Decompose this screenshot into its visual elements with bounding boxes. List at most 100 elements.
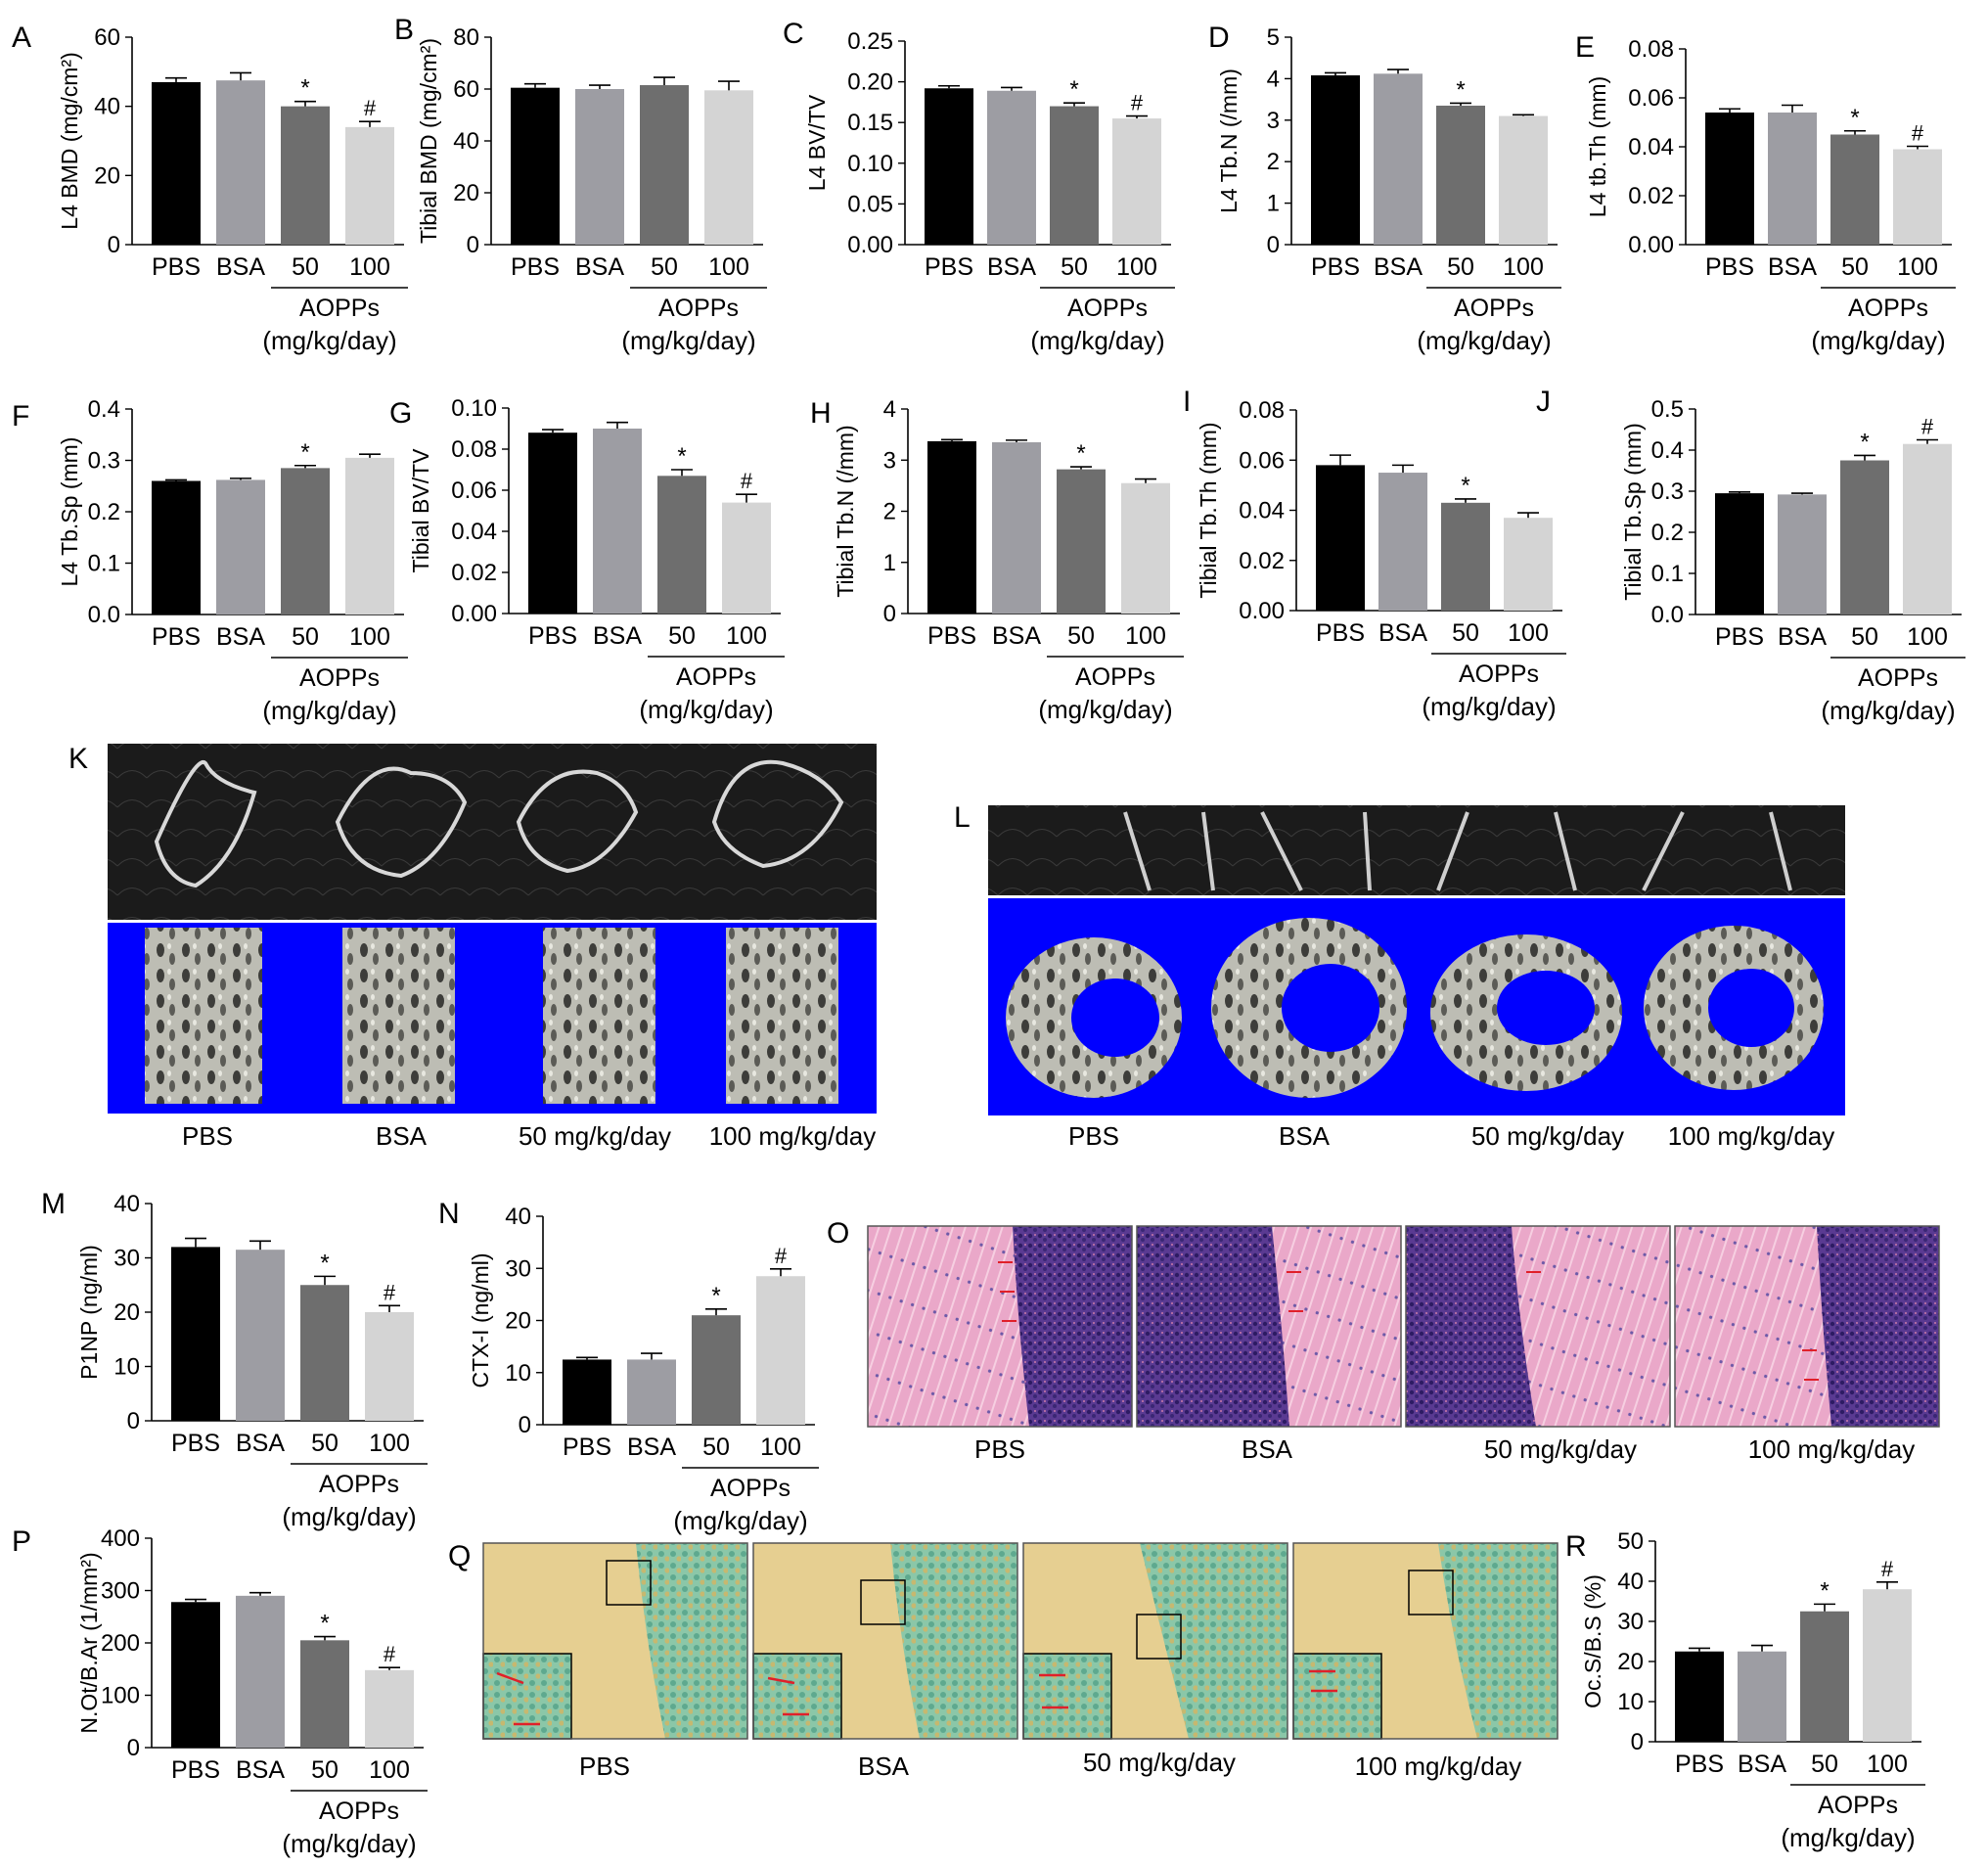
panel-L-images: L PBS BSA 50 mg/kg/day 100 mg/kg/day xyxy=(954,801,1845,1151)
x-tick-label: 100 xyxy=(760,1434,801,1461)
y-tick-label: 60 xyxy=(453,76,479,103)
aopps-label: AOPPs xyxy=(319,1798,399,1825)
y-tick-label: 80 xyxy=(453,24,479,51)
o-image-pbs xyxy=(867,1225,1133,1428)
q-label-50: 50 mg/kg/day xyxy=(1083,1748,1236,1777)
x-tick-label: BSA xyxy=(575,253,624,281)
chart-G: G 0.00 0.02 0.04 0.06 0.08 0.10 Tibial BV/TV PBS… xyxy=(389,395,785,724)
aopps-label: AOPPs xyxy=(658,295,739,322)
y-tick-label: 1 xyxy=(1267,191,1280,217)
bar-PBS xyxy=(1705,113,1754,245)
k-slice-strip xyxy=(108,744,877,920)
significance-mark: # xyxy=(1131,91,1144,115)
significance-mark: * xyxy=(1850,105,1859,131)
x-tick-label: BSA xyxy=(1738,1751,1786,1778)
panel-letter-G: G xyxy=(389,397,412,430)
x-tick-label: PBS xyxy=(171,1756,220,1784)
y-tick-label: 0 xyxy=(467,232,479,258)
significance-mark: # xyxy=(364,96,377,120)
k-slice-outlines xyxy=(154,759,844,888)
bar-BSA xyxy=(1378,473,1427,611)
panel-letter-H: H xyxy=(810,397,832,430)
x-tick-label: 50 xyxy=(292,623,319,651)
dose-unit-label: (mg/kg/day) xyxy=(1030,326,1164,355)
y-tick-label: 20 xyxy=(453,180,479,206)
aopps-label: AOPPs xyxy=(1848,295,1928,322)
l-label-50: 50 mg/kg/day xyxy=(1471,1121,1624,1151)
significance-mark: * xyxy=(320,1611,329,1637)
y-tick-label: 200 xyxy=(101,1630,140,1657)
panel-letter-P: P xyxy=(12,1525,31,1558)
y-tick-label: 10 xyxy=(1617,1689,1644,1715)
significance-mark: * xyxy=(320,1250,329,1276)
y-tick-label: 0.10 xyxy=(451,395,497,422)
x-tick-label: 50 xyxy=(702,1434,730,1461)
bar-50 xyxy=(1441,502,1490,611)
y-tick-label: 0.1 xyxy=(88,551,120,577)
y-axis-label: N.Ot/B.Ar (1/mm²) xyxy=(76,1552,102,1733)
y-tick-label: 0.06 xyxy=(1239,447,1285,474)
x-tick-label: 100 xyxy=(1125,622,1166,650)
y-axis-label: Tibial Tb.Sp (mm) xyxy=(1620,423,1646,600)
bar-PBS xyxy=(1715,493,1764,614)
dose-unit-label: (mg/kg/day) xyxy=(639,695,773,724)
bar-50 xyxy=(300,1640,349,1748)
y-tick-label: 0.00 xyxy=(1628,232,1674,258)
panel-letter-J: J xyxy=(1536,386,1551,418)
y-tick-label: 0 xyxy=(519,1412,531,1438)
bar-50 xyxy=(281,106,330,246)
panel-letter-C: C xyxy=(783,18,804,50)
x-tick-label: BSA xyxy=(216,253,265,281)
bar-100 xyxy=(1903,443,1952,614)
bar-100 xyxy=(365,1669,414,1748)
chart-A: A 0 20 40 60 L4 BMD (mg/cm²) PBS BSA * 50 #100 AOPP… xyxy=(12,22,408,355)
significance-mark: # xyxy=(1921,415,1934,439)
significance-mark: * xyxy=(300,75,309,102)
significance-mark: * xyxy=(1456,76,1465,103)
dose-unit-label: (mg/kg/day) xyxy=(282,1502,416,1531)
significance-mark: # xyxy=(1881,1557,1894,1581)
l-slice-lines xyxy=(1123,811,1792,891)
bar-50 xyxy=(692,1315,741,1425)
l-slice-strip xyxy=(988,805,1845,895)
q-image-bsa xyxy=(752,1542,1018,1740)
bar-PBS xyxy=(152,480,201,614)
x-tick-label: BSA xyxy=(1374,253,1423,281)
k-label-100: 100 mg/kg/day xyxy=(709,1121,877,1151)
bar-100 xyxy=(1112,118,1161,245)
y-tick-label: 20 xyxy=(94,162,120,189)
bar-100 xyxy=(1893,149,1942,245)
y-axis-label: L4 BV/TV xyxy=(804,94,830,191)
y-tick-label: 0.02 xyxy=(1628,183,1674,209)
y-tick-label: 0.15 xyxy=(847,110,893,136)
y-tick-label: 0.00 xyxy=(451,601,497,627)
y-tick-label: 10 xyxy=(113,1354,140,1381)
y-tick-label: 30 xyxy=(1617,1609,1644,1635)
y-axis-label: Tibial Tb.N (/mm) xyxy=(833,425,858,597)
bar-PBS xyxy=(925,88,973,245)
y-tick-label: 0.08 xyxy=(1628,36,1674,63)
bar-BSA xyxy=(593,429,642,614)
y-tick-label: 40 xyxy=(113,1191,140,1217)
y-tick-label: 0.0 xyxy=(88,602,120,628)
panel-letter-K: K xyxy=(68,743,88,775)
x-tick-label: 50 xyxy=(651,253,678,281)
panel-K-images: K PBS BSA 50 mg/kg/day 100 mg/kg/day xyxy=(68,743,877,1151)
bar-100 xyxy=(756,1276,805,1425)
panel-letter-R: R xyxy=(1565,1530,1587,1563)
y-axis-label: L4 tb.Th (mm) xyxy=(1585,76,1610,217)
y-tick-label: 100 xyxy=(101,1683,140,1709)
significance-mark: * xyxy=(1820,1577,1829,1604)
x-tick-label: PBS xyxy=(927,622,976,650)
y-tick-label: 0.4 xyxy=(1651,437,1684,464)
o-label-pbs: PBS xyxy=(974,1434,1025,1464)
significance-mark: # xyxy=(384,1642,396,1666)
y-tick-label: 0.25 xyxy=(847,28,893,55)
x-tick-label: 100 xyxy=(1897,253,1938,281)
y-tick-label: 20 xyxy=(505,1308,531,1335)
panel-letter-Q: Q xyxy=(448,1540,471,1572)
bar-BSA xyxy=(987,90,1036,245)
q-label-100: 100 mg/kg/day xyxy=(1355,1752,1522,1781)
